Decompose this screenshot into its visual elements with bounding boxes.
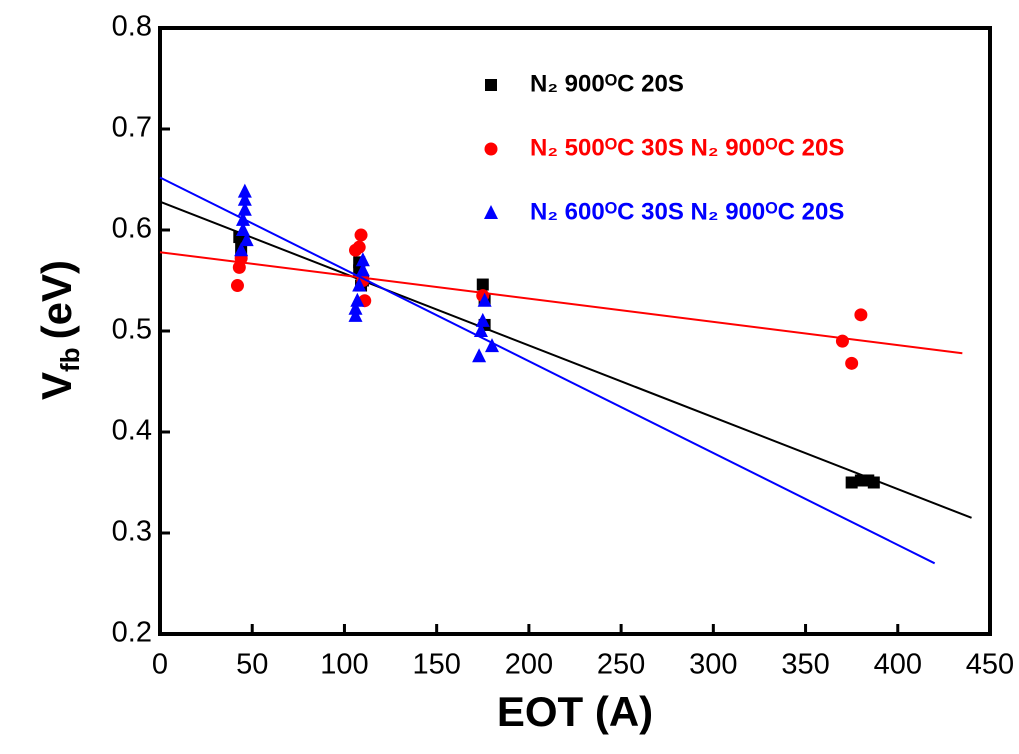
data-point	[237, 201, 252, 216]
y-axis-title-unit: (eV)	[33, 260, 80, 339]
data-point	[475, 312, 490, 327]
fit-line	[159, 200, 972, 519]
y-axis-title: Vfb (eV)	[33, 260, 85, 400]
fit-line	[159, 251, 963, 355]
data-point	[236, 211, 250, 226]
data-point	[237, 191, 252, 206]
data-point	[230, 279, 244, 293]
data-point	[845, 356, 859, 370]
data-point	[854, 308, 868, 322]
data-point	[234, 242, 249, 257]
y-axis-title-main: V	[33, 372, 80, 400]
data-point	[350, 292, 365, 307]
x-tick-label: 100	[320, 649, 368, 681]
x-tick-label: 350	[781, 649, 829, 681]
x-axis-title: EOT (A)	[497, 688, 653, 735]
legend-marker	[484, 142, 498, 156]
data-point	[476, 278, 489, 291]
x-tick-label: 300	[689, 649, 737, 681]
y-tick-label: 0.4	[112, 415, 152, 447]
data-point	[473, 323, 488, 337]
data-point	[845, 476, 858, 489]
x-tick-label: 450	[966, 649, 1014, 681]
x-tick-label: 0	[152, 649, 168, 681]
legend-label: N₂ 600ᴼC 30S N₂ 900ᴼC 20S	[530, 198, 844, 225]
data-point	[352, 277, 367, 292]
data-point	[348, 300, 363, 315]
y-tick-label: 0.2	[112, 617, 152, 649]
legend-label: N₂ 500ᴼC 30S N₂ 900ᴼC 20S	[530, 134, 844, 161]
y-tick-label: 0.3	[112, 516, 152, 548]
plot-frame	[158, 26, 992, 636]
x-tick-label: 150	[412, 649, 460, 681]
data-point	[485, 338, 499, 353]
data-point	[355, 252, 370, 267]
data-point	[472, 348, 487, 363]
data-point	[355, 262, 370, 277]
data-point	[348, 307, 363, 322]
data-point	[239, 232, 254, 247]
data-point	[867, 476, 880, 489]
y-tick-label: 0.7	[112, 112, 152, 144]
y-axis-title-sub: fb	[55, 347, 85, 372]
x-tick-label: 250	[597, 649, 645, 681]
legend-label: N₂ 900ᴼC 20S	[530, 70, 684, 97]
data-point	[477, 292, 492, 307]
data-point	[237, 183, 252, 198]
x-tick-label: 200	[505, 649, 553, 681]
legend-marker	[484, 205, 498, 219]
fit-line	[159, 176, 936, 565]
y-tick-label: 0.5	[112, 314, 152, 346]
data-point	[352, 240, 366, 254]
x-tick-label: 400	[874, 649, 922, 681]
legend-marker	[485, 79, 497, 91]
x-tick-label: 50	[236, 649, 268, 681]
y-tick-label: 0.8	[112, 11, 152, 43]
y-tick-label: 0.6	[112, 213, 152, 245]
data-point	[354, 228, 368, 242]
data-point	[835, 334, 849, 348]
